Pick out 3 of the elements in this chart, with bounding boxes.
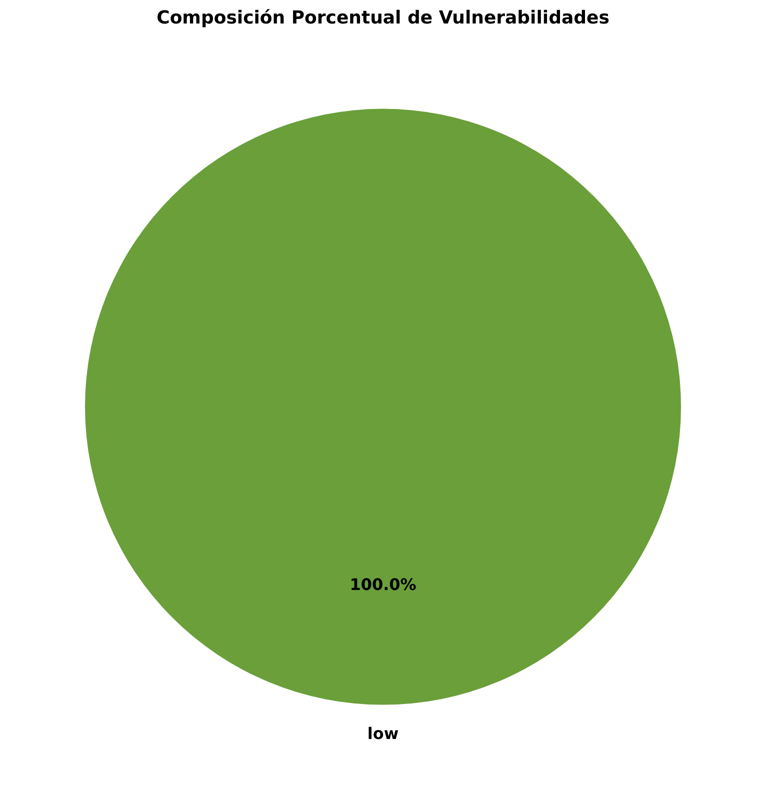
chart-title: Composición Porcentual de Vulnerabilidades: [156, 7, 610, 28]
slice-label: low: [367, 724, 399, 743]
data-label: 100.0%: [350, 574, 416, 594]
